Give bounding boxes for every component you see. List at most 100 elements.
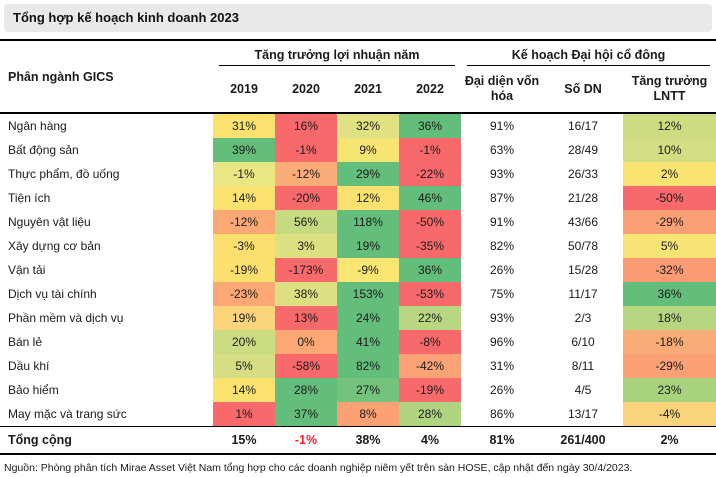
report-page: Tổng hợp kế hoạch kinh doanh 2023 Phân n… — [0, 4, 716, 477]
growth-cell: 3% — [275, 234, 337, 258]
summary-table: Phân ngành GICS Tăng trưởng lợi nhuận nă… — [0, 39, 716, 455]
growth-cell: -12% — [275, 162, 337, 186]
lntt-growth-cell: -4% — [623, 402, 716, 426]
cap-share-cell: 93% — [489, 167, 515, 181]
growth-cell: -58% — [275, 354, 337, 378]
growth-cell: 153% — [337, 282, 399, 306]
table-row: Bất động sản 39% -1% 9% -1% 63% 28/49 10% — [0, 138, 716, 162]
page-title: Tổng hợp kế hoạch kinh doanh 2023 — [4, 4, 712, 32]
sector-cell: Bán lẻ — [8, 335, 43, 349]
company-count-cell: 21/28 — [567, 191, 599, 205]
table-row: Thực phẩm, đồ uống -1% -12% 29% -22% 93% 26/33… — [0, 162, 716, 186]
table-row: Bán lẻ 20% 0% 41% -8% 96% 6/10 -18% — [0, 330, 716, 354]
table-row: Nguyên vật liệu -12% 56% 118% -50% 91% 43/66 -2… — [0, 210, 716, 234]
company-count-cell: 15/28 — [567, 263, 599, 277]
cap-share-cell: 86% — [489, 407, 515, 421]
table-row: Phần mềm và dịch vụ 19% 13% 24% 22% 93% 2/3 18% — [0, 306, 716, 330]
sector-cell: Xây dựng cơ bản — [8, 239, 101, 253]
sector-cell: Bất động sản — [8, 143, 79, 157]
growth-cell: -8% — [399, 330, 461, 354]
company-count-cell: 50/78 — [567, 239, 599, 253]
lntt-growth-cell: 36% — [623, 282, 716, 306]
growth-cell: 14% — [213, 186, 275, 210]
lntt-growth-cell: -18% — [623, 330, 716, 354]
lntt-growth-cell: 23% — [623, 378, 716, 402]
growth-cell: 27% — [337, 378, 399, 402]
col-header-sector: Phân ngành GICS — [8, 69, 114, 84]
sector-cell: Bảo hiểm — [8, 383, 59, 397]
lntt-growth-cell: -50% — [623, 186, 716, 210]
growth-cell: 14% — [213, 378, 275, 402]
growth-cell: 29% — [337, 162, 399, 186]
growth-cell: -19% — [213, 258, 275, 282]
growth-cell: -50% — [399, 210, 461, 234]
growth-cell: -173% — [275, 258, 337, 282]
lntt-growth-cell: -29% — [623, 354, 716, 378]
growth-cell: 13% — [275, 306, 337, 330]
col-header-2019: 2019 — [230, 81, 258, 96]
company-count-cell: 4/5 — [574, 383, 592, 397]
lntt-growth-cell: -32% — [623, 258, 716, 282]
growth-cell: -53% — [399, 282, 461, 306]
company-count-cell: 16/17 — [567, 119, 599, 133]
sector-cell: May mặc và trang sức — [8, 407, 127, 421]
table-row: Tiện ích 14% -20% 12% 46% 87% 21/28 -50% — [0, 186, 716, 210]
lntt-growth-cell: 12% — [623, 114, 716, 138]
cap-share-cell: 31% — [489, 359, 515, 373]
lntt-growth-cell: 2% — [623, 162, 716, 186]
sector-cell: Tiện ích — [8, 191, 51, 205]
table-row: Ngân hàng 31% 16% 32% 36% 91% 16/17 12% — [0, 114, 716, 138]
growth-cell: 36% — [399, 114, 461, 138]
growth-cell: 31% — [213, 114, 275, 138]
total-value-cell: 261/400 — [560, 433, 606, 447]
cap-share-cell: 75% — [489, 287, 515, 301]
growth-cell: 1% — [213, 402, 275, 426]
col-header-company-count: Số DN — [564, 81, 602, 96]
cap-share-cell: 96% — [489, 335, 515, 349]
total-label-cell: Tổng cộng — [8, 433, 72, 447]
company-count-cell: 11/17 — [568, 287, 598, 301]
growth-cell: 38% — [275, 282, 337, 306]
growth-cell: -19% — [399, 378, 461, 402]
cap-share-cell: 26% — [489, 263, 515, 277]
sector-cell: Ngân hàng — [8, 119, 67, 133]
growth-cell: 24% — [337, 306, 399, 330]
total-value-cell: 81% — [489, 433, 515, 447]
growth-cell: 41% — [337, 330, 399, 354]
cap-share-cell: 87% — [489, 191, 515, 205]
growth-cell: -35% — [399, 234, 461, 258]
growth-cell: 5% — [213, 354, 275, 378]
col-group-profit-growth: Tăng trưởng lợi nhuận năm — [219, 48, 455, 66]
total-value-cell: 38% — [355, 433, 381, 447]
growth-cell: 39% — [213, 138, 275, 162]
col-header-cap-share: Đại diện vốn hóa — [464, 74, 540, 103]
sector-cell: Vận tải — [8, 263, 46, 277]
company-count-cell: 26/33 — [567, 167, 599, 181]
sector-cell: Phần mềm và dịch vụ — [8, 311, 124, 325]
growth-cell: 82% — [337, 354, 399, 378]
table-row: Dịch vụ tài chính -23% 38% 153% -53% 75% 11/17… — [0, 282, 716, 306]
cap-share-cell: 91% — [489, 215, 515, 229]
growth-cell: -1% — [399, 138, 461, 162]
company-count-cell: 8/11 — [571, 359, 595, 373]
growth-cell: -42% — [399, 354, 461, 378]
total-value-cell: 4% — [420, 433, 440, 447]
growth-cell: 8% — [337, 402, 399, 426]
sector-cell: Dịch vụ tài chính — [8, 287, 97, 301]
growth-cell: 46% — [399, 186, 461, 210]
growth-cell: 32% — [337, 114, 399, 138]
growth-cell: -23% — [213, 282, 275, 306]
growth-cell: 16% — [275, 114, 337, 138]
col-header-2020: 2020 — [292, 81, 320, 96]
growth-cell: -3% — [213, 234, 275, 258]
source-note: Nguồn: Phòng phân tích Mirae Asset Việt … — [4, 462, 633, 474]
growth-cell: 0% — [275, 330, 337, 354]
company-count-cell: 43/66 — [567, 215, 599, 229]
growth-cell: -22% — [399, 162, 461, 186]
col-group-agm-plan: Kế hoạch Đại hội cổ đông — [467, 48, 710, 66]
lntt-growth-cell: 10% — [623, 138, 716, 162]
table-body: Ngân hàng 31% 16% 32% 36% 91% 16/17 12% Bất động… — [0, 114, 716, 426]
growth-cell: 28% — [275, 378, 337, 402]
cap-share-cell: 26% — [489, 383, 515, 397]
growth-cell: 28% — [399, 402, 461, 426]
